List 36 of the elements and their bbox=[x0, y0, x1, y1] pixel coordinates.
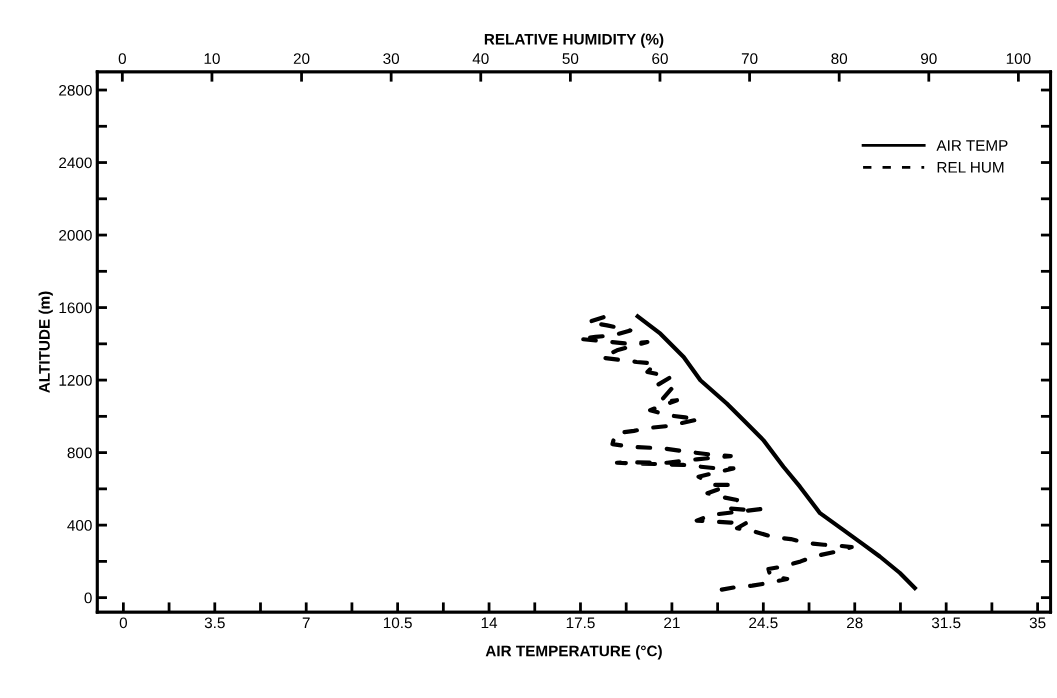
x-tick-label: 35 bbox=[1029, 617, 1046, 629]
y-tick-label: 2000 bbox=[59, 229, 92, 241]
y-tick-label: 1200 bbox=[59, 374, 92, 386]
y-axis-title: ALTITUDE (m) bbox=[38, 291, 53, 393]
x-tick-label: 24.5 bbox=[749, 617, 778, 629]
legend-label: REL HUM bbox=[937, 162, 1004, 173]
x2-tick-label: 80 bbox=[831, 53, 848, 65]
y-tick-label: 0 bbox=[84, 592, 92, 604]
x-tick-label: 0 bbox=[119, 617, 128, 629]
x2-tick-label: 10 bbox=[204, 53, 220, 65]
line-series bbox=[635, 314, 917, 591]
x-tick-label: 21 bbox=[664, 617, 680, 629]
y-tick-label: 2400 bbox=[59, 157, 92, 169]
x2-tick-label: 20 bbox=[293, 53, 310, 65]
x-tick-label: 10.5 bbox=[383, 617, 412, 629]
x-tick-label: 3.5 bbox=[204, 617, 225, 629]
x2-tick-label: 0 bbox=[118, 53, 126, 65]
x-tick-label: 14 bbox=[481, 617, 498, 629]
x2-tick-label: 60 bbox=[652, 53, 668, 65]
x-tick-label: 28 bbox=[847, 617, 863, 629]
x2-tick-label: 100 bbox=[1006, 53, 1031, 65]
x2-tick-label: 40 bbox=[472, 53, 489, 65]
x2-tick-label: 50 bbox=[562, 53, 579, 65]
x2-tick-label: 90 bbox=[921, 53, 937, 65]
x-tick-label: 17.5 bbox=[566, 617, 595, 629]
y-tick-label: 800 bbox=[67, 447, 92, 459]
x2-tick-label: 70 bbox=[741, 53, 758, 65]
x-tick-label: 31.5 bbox=[931, 617, 961, 629]
y-tick-label: 400 bbox=[67, 519, 92, 531]
y-tick-label: 1600 bbox=[59, 302, 92, 314]
legend-label: AIR TEMP bbox=[936, 140, 1008, 151]
y-tick-label: 2800 bbox=[59, 84, 92, 96]
x2-tick-label: 30 bbox=[383, 53, 400, 65]
x2-axis-title: RELATIVE HUMIDITY (%) bbox=[484, 33, 664, 48]
x-tick-label: 7 bbox=[302, 617, 310, 629]
x-axis-title: AIR TEMPERATURE (°C) bbox=[485, 645, 662, 660]
